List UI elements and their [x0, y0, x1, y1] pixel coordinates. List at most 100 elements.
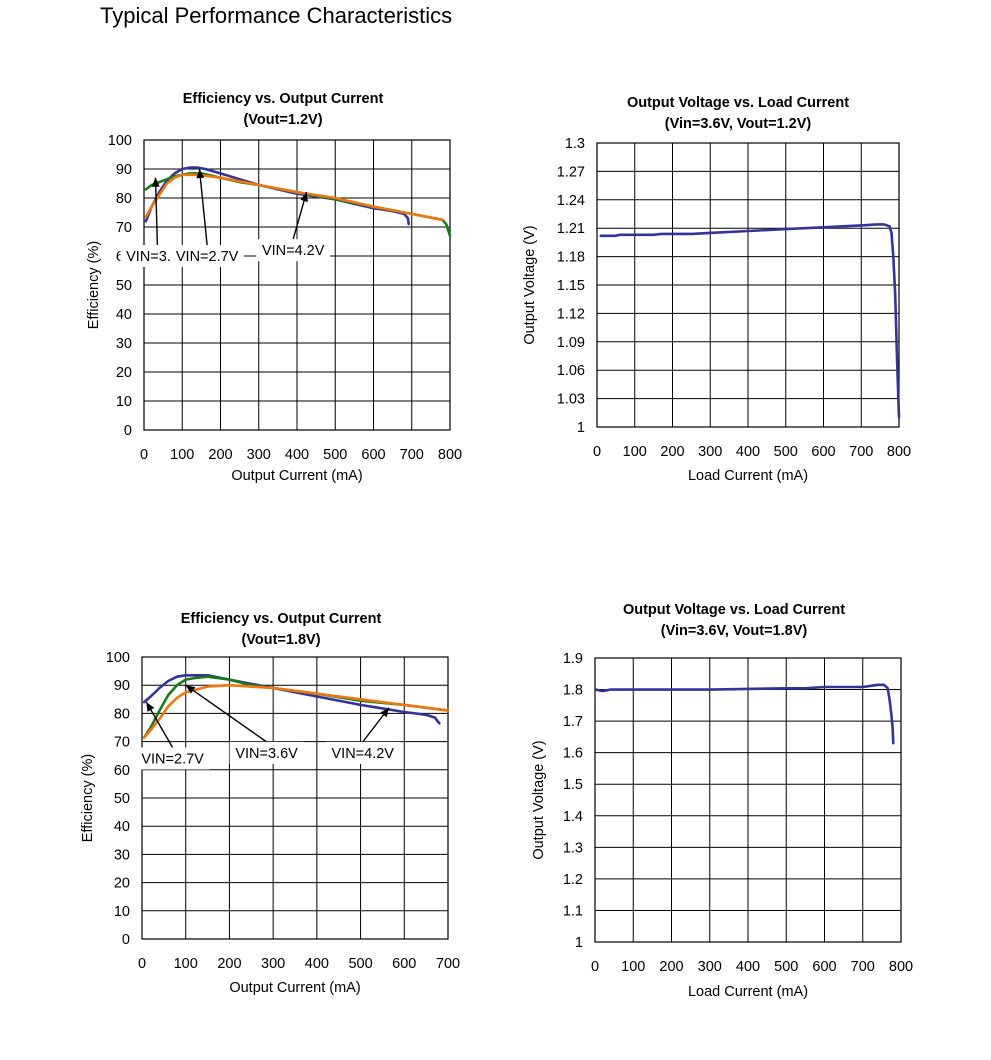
series-line-1: [594, 683, 895, 745]
series-line-3: [144, 173, 444, 222]
y-tick-label: 1.8: [563, 683, 583, 699]
y-tick-label: 40: [116, 307, 132, 323]
x-tick-label: 0: [140, 447, 148, 463]
x-tick-label: 300: [698, 444, 722, 460]
y-tick-label: 100: [108, 133, 132, 149]
y-tick-label: 1.03: [557, 392, 585, 408]
x-tick-label: 600: [392, 956, 416, 972]
x-tick-label: 0: [138, 956, 146, 972]
y-tick-label: 1.3: [565, 136, 585, 152]
y-axis-label: Output Voltage (V): [531, 740, 547, 859]
y-tick-label: 1.21: [557, 221, 585, 237]
plot-frame: [143, 139, 451, 431]
chart-2: 0 100 200 300 400 500 600 700 800 1 1.03 1.06 1.09 1.…: [522, 95, 911, 484]
y-axis-label: Efficiency (%): [80, 754, 96, 842]
plot-frame: [596, 142, 900, 428]
x-tick-label: 800: [889, 959, 913, 975]
annotation-arrow-line: [185, 684, 267, 743]
y-tick-label: 1.1: [563, 903, 583, 919]
annotation-label: VIN=2.7V: [141, 752, 204, 768]
x-tick-label: 100: [623, 444, 647, 460]
x-tick-label: 200: [659, 959, 683, 975]
x-tick-label: 200: [217, 956, 241, 972]
y-tick-label: 50: [116, 278, 132, 294]
x-tick-label: 400: [305, 956, 329, 972]
y-tick-label: 1: [577, 420, 585, 436]
series-line-1: [142, 673, 441, 725]
x-tick-label: 800: [438, 447, 462, 463]
chart-title: Output Voltage vs. Load Current: [623, 602, 845, 618]
annotation-arrow-head: [146, 702, 155, 712]
y-tick-label: 10: [114, 904, 130, 920]
x-tick-label: 400: [285, 447, 309, 463]
chart-title: Efficiency vs. Output Current: [183, 91, 384, 107]
y-tick-label: 1.5: [563, 777, 583, 793]
y-tick-label: 1.12: [557, 306, 585, 322]
y-tick-label: 50: [114, 791, 130, 807]
chart-subtitle: (Vin=3.6V, Vout=1.2V): [665, 116, 812, 132]
plot-frame: [141, 656, 449, 940]
y-tick-label: 10: [116, 394, 132, 410]
y-tick-label: 30: [116, 336, 132, 352]
x-tick-label: 700: [851, 959, 875, 975]
y-tick-label: 1.15: [557, 278, 585, 294]
y-tick-label: 1.7: [563, 714, 583, 730]
x-tick-label: 700: [400, 447, 424, 463]
annotation-arrow-head: [185, 685, 196, 694]
y-tick-label: 0: [122, 932, 130, 948]
y-tick-label: 1.4: [563, 809, 583, 825]
y-axis-label: Output Voltage (V): [522, 225, 538, 344]
y-axis-label: Efficiency (%): [86, 241, 102, 329]
chart-4: 0 100 200 300 400 500 600 700 800 1 1.1 1.2 1.3 1.4 1.…: [531, 602, 913, 1000]
y-tick-label: 1: [575, 935, 583, 951]
y-tick-label: 60: [114, 763, 130, 779]
x-tick-label: 600: [811, 444, 835, 460]
annotation-arrow-head: [300, 192, 308, 202]
y-tick-label: 1.24: [557, 193, 585, 209]
chart-subtitle: (Vout=1.2V): [243, 112, 322, 128]
x-tick-label: 400: [736, 444, 760, 460]
annotation-box: [229, 741, 304, 764]
annotation-box: [325, 741, 400, 764]
chart-1: 0100200300400500600700800010203040506070…: [86, 91, 462, 484]
annotation-box: [135, 747, 210, 770]
x-axis-label: Load Current (mA): [688, 468, 808, 484]
x-tick-label: 200: [660, 444, 684, 460]
x-tick-label: 400: [736, 959, 760, 975]
x-tick-label: 300: [698, 959, 722, 975]
annotation-box: [170, 245, 245, 267]
annotation-label: VIN=2.7V: [176, 249, 239, 265]
x-tick-label: 300: [261, 956, 285, 972]
y-tick-label: 70: [114, 735, 130, 751]
annotation-label: VIN=4.2V: [262, 243, 325, 259]
x-tick-label: 700: [849, 444, 873, 460]
x-tick-label: 500: [348, 956, 372, 972]
y-tick-label: 0: [124, 423, 132, 439]
y-tick-label: 1.6: [563, 746, 583, 762]
y-tick-label: 1.18: [557, 250, 585, 266]
x-axis-label: Load Current (mA): [688, 984, 808, 1000]
x-tick-label: 0: [593, 444, 601, 460]
x-tick-label: 700: [436, 956, 460, 972]
y-tick-label: 40: [114, 819, 130, 835]
series-line-3: [142, 683, 450, 739]
y-tick-label: 1.09: [557, 335, 585, 351]
series-line-1: [599, 223, 901, 419]
y-tick-label: 1.9: [563, 651, 583, 667]
x-tick-label: 0: [591, 959, 599, 975]
x-tick-label: 600: [812, 959, 836, 975]
chart-3: 0 100 200 300 400 500 600 700 0 10 20 30 40 50 60 70 80 9…: [80, 611, 460, 996]
x-tick-label: 300: [247, 447, 271, 463]
chart-subtitle: (Vout=1.8V): [241, 632, 320, 648]
annotation-arrow-line: [198, 168, 208, 246]
y-tick-label: 1.27: [557, 164, 585, 180]
x-tick-label: 800: [887, 444, 911, 460]
y-tick-label: 90: [116, 162, 132, 178]
chart-subtitle: (Vin=3.6V, Vout=1.8V): [661, 623, 808, 639]
annotation-label: VIN=3.6V: [235, 746, 298, 762]
annotation-label: VIN=4.2V: [332, 746, 395, 762]
x-tick-label: 100: [621, 959, 645, 975]
series-line-2: [144, 172, 452, 237]
plot-frame: [594, 657, 902, 943]
